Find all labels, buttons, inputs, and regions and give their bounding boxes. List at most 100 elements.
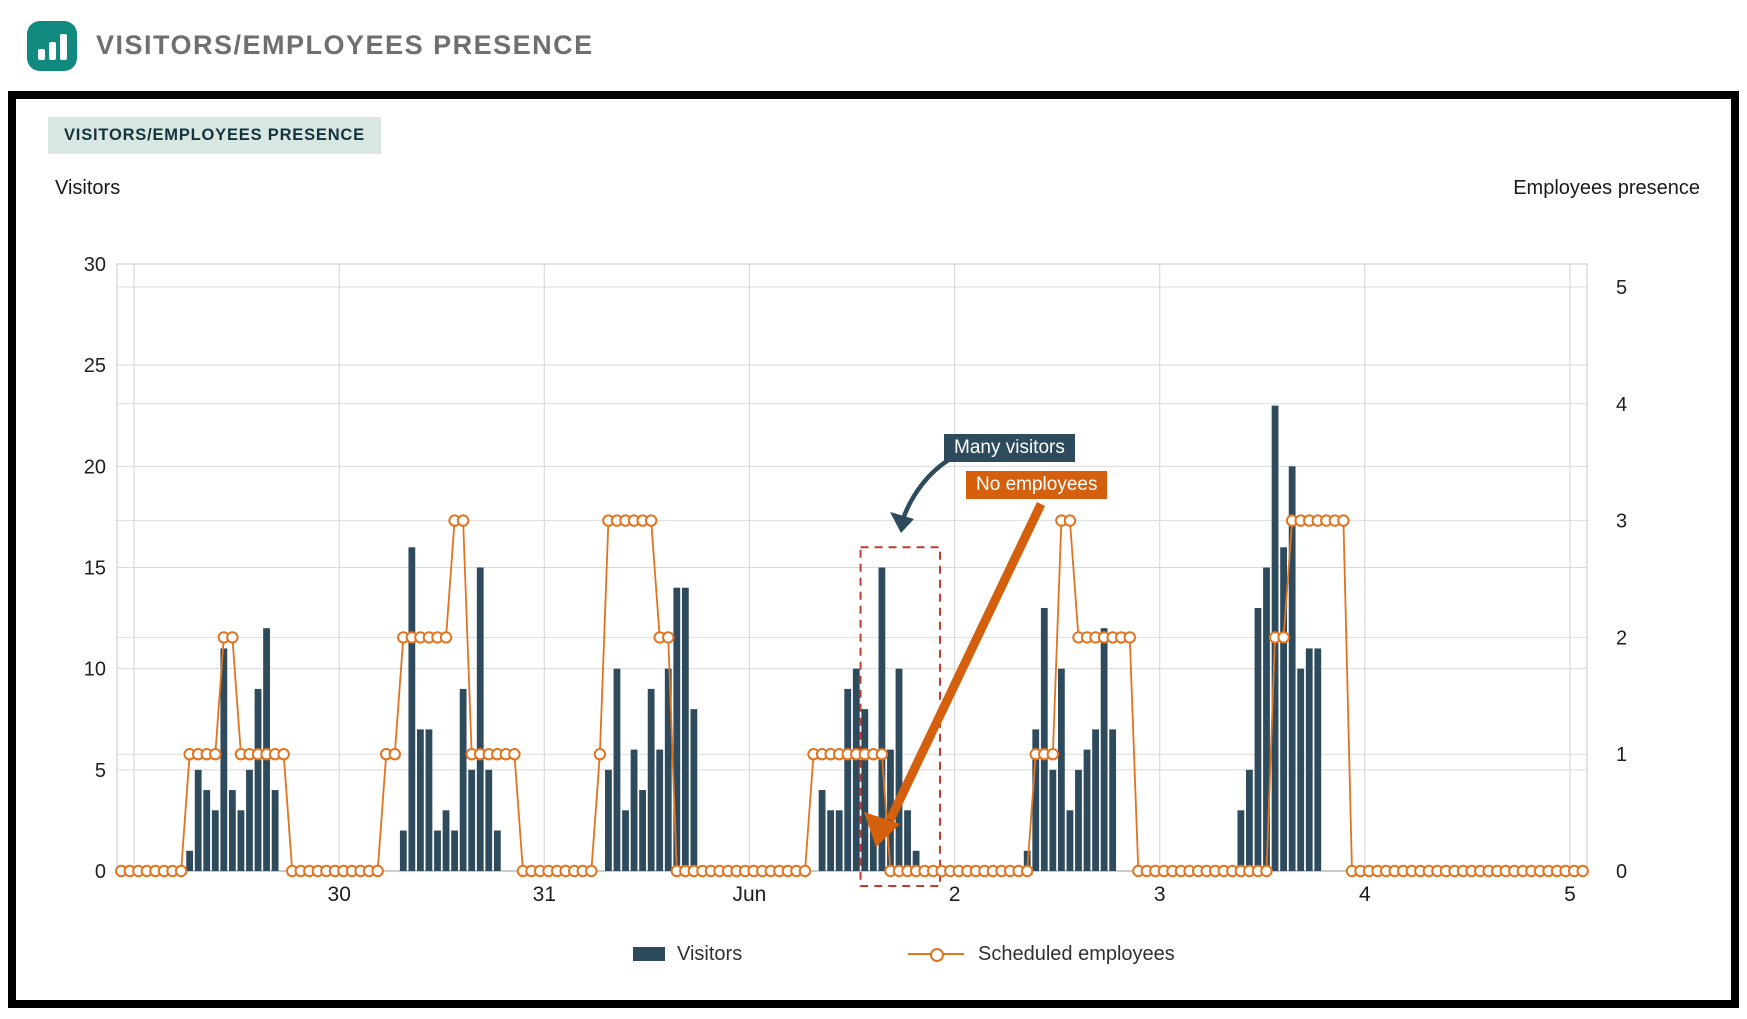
visitor-bar	[912, 850, 920, 871]
visitor-bar	[228, 790, 236, 871]
visitor-bar	[425, 729, 433, 871]
right-axis-tick-label: 3	[1616, 511, 1627, 533]
left-axis-tick-label: 5	[95, 760, 106, 782]
visitor-bar	[613, 668, 621, 871]
visitor-bar	[1280, 547, 1287, 871]
visitor-bar	[254, 688, 262, 871]
visitor-bar	[485, 769, 493, 871]
visitor-bar	[1246, 769, 1253, 871]
left-axis-title: Visitors	[55, 177, 121, 199]
visitor-bar	[220, 648, 228, 871]
no-employees-arrowhead-icon	[864, 812, 900, 847]
left-axis-tick-label: 25	[84, 355, 106, 377]
visitor-bar	[878, 567, 886, 871]
right-axis-tick-label: 4	[1616, 394, 1627, 416]
visitor-bar	[434, 830, 441, 871]
bar-chart-icon	[27, 21, 77, 71]
x-tick-label: Jun	[733, 883, 767, 906]
visitor-bar	[271, 790, 279, 871]
visitor-bar	[1254, 607, 1262, 871]
left-axis-tick-label: 15	[84, 558, 106, 580]
employee-marker	[209, 748, 222, 761]
visitor-bar	[664, 668, 672, 871]
right-axis-tick-label: 1	[1616, 744, 1627, 766]
x-tick-label: 31	[533, 883, 556, 906]
visitor-bar	[211, 810, 219, 871]
visitor-bar	[647, 688, 655, 871]
legend-label-scheduled-employees: Scheduled employees	[978, 942, 1175, 965]
no-employees-arrow	[885, 502, 1046, 822]
legend-label-visitors: Visitors	[677, 942, 743, 965]
employee-marker	[1123, 631, 1136, 644]
visitor-bar	[1305, 648, 1313, 871]
x-tick-label: 5	[1564, 883, 1576, 906]
legend-item-visitors[interactable]: Visitors	[633, 942, 742, 966]
employee-marker	[174, 864, 188, 878]
visitor-bar	[1263, 567, 1270, 871]
visitor-bar	[895, 668, 903, 871]
x-tick-label: 2	[949, 883, 961, 906]
visitor-bar	[673, 587, 681, 871]
employee-marker	[388, 748, 401, 761]
visitor-bar	[451, 830, 458, 871]
visitor-bar	[1066, 810, 1074, 871]
many-visitors-arrowhead-icon	[890, 512, 914, 533]
visitor-bar	[468, 769, 476, 871]
visitor-bar	[1314, 648, 1322, 871]
visitor-bar	[630, 749, 638, 871]
x-tick-label: 3	[1154, 883, 1166, 906]
left-axis-tick-label: 10	[84, 659, 106, 681]
employee-marker	[1576, 864, 1589, 878]
legend-item-scheduled-employees[interactable]: Scheduled employees	[908, 942, 1175, 966]
visitor-bar	[1092, 729, 1099, 871]
visitor-bar	[844, 688, 852, 871]
visitor-bar	[605, 769, 612, 871]
page-title: VISITORS/EMPLOYEES PRESENCE	[96, 30, 594, 60]
visitor-bar	[237, 810, 245, 871]
visitor-bar	[1297, 668, 1305, 871]
visitor-bar	[1100, 628, 1108, 871]
visitor-bar	[1109, 729, 1117, 871]
visitor-bar	[459, 688, 467, 871]
right-axis-tick-label: 5	[1616, 277, 1627, 299]
employee-marker	[1063, 514, 1077, 527]
visitor-bar	[1057, 668, 1065, 871]
right-axis-tick-label: 0	[1616, 861, 1627, 883]
employee-marker	[798, 864, 812, 878]
visitor-bar	[622, 810, 629, 871]
left-axis-tick-label: 20	[84, 456, 106, 478]
visitor-bar	[904, 810, 911, 871]
scheduled-employees-swatch-icon	[908, 948, 964, 962]
employee-marker	[1337, 514, 1350, 527]
visitor-bar	[861, 709, 869, 871]
employee-marker	[1021, 864, 1034, 878]
visitors-swatch-icon	[633, 947, 665, 961]
chart-title-badge: VISITORS/EMPLOYEES PRESENCE	[48, 117, 381, 154]
visitor-bar	[442, 810, 450, 871]
employee-line	[121, 519, 1583, 872]
employee-marker	[508, 748, 521, 761]
visitor-bar	[493, 830, 501, 871]
employee-marker	[585, 864, 598, 878]
many-visitors-badge: Many visitors	[944, 434, 1075, 462]
visitor-bar	[1040, 607, 1048, 871]
employee-marker	[1260, 864, 1273, 878]
visitor-bar	[656, 749, 664, 871]
no-employees-badge: No employees	[966, 471, 1108, 499]
employee-marker	[371, 864, 384, 878]
visitor-bar	[186, 850, 194, 871]
employee-marker	[226, 631, 239, 644]
plot-border	[116, 263, 1588, 872]
employee-marker	[456, 514, 470, 527]
right-axis-tick-label: 2	[1616, 627, 1627, 649]
visitor-bar	[869, 830, 877, 871]
visitor-bar	[690, 709, 698, 871]
visitor-bar	[1237, 810, 1245, 871]
employee-marker	[277, 748, 290, 761]
visitor-bar	[827, 810, 835, 871]
visitor-bar	[1032, 729, 1040, 871]
left-axis-tick-label: 30	[84, 254, 106, 276]
visitor-bar	[408, 547, 416, 871]
x-tick-label: 4	[1359, 883, 1371, 906]
